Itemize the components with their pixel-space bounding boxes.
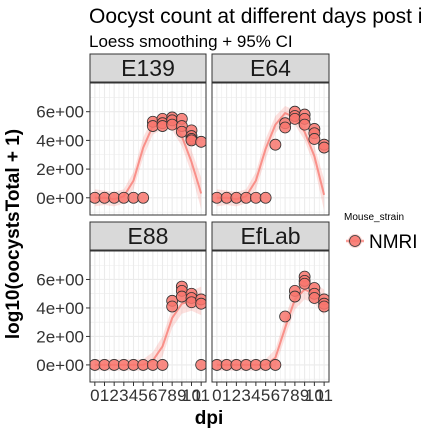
data-point <box>196 359 207 370</box>
x-tick-label: 0 <box>212 386 221 405</box>
legend: Mouse_strain NMRI <box>344 212 418 253</box>
y-tick-label: 6e+00 <box>36 270 84 289</box>
data-point <box>138 192 149 203</box>
facet-panels: E139 E64 E88 EfLab <box>89 54 329 382</box>
y-tick-label: 0e+00 <box>36 189 84 208</box>
facet-strip-label: EfLab <box>240 223 300 249</box>
y-tick-label: 6e+00 <box>36 103 84 122</box>
data-point <box>299 119 310 130</box>
y-axis-label: log10(oocystsTotal + 1) <box>3 129 24 339</box>
x-tick-label: 3 <box>241 386 250 405</box>
chart-subtitle: Loess smoothing + 95% CI <box>89 32 293 51</box>
y-tick-label: 2e+00 <box>36 160 84 179</box>
data-point <box>186 297 197 308</box>
data-point <box>196 136 207 147</box>
x-tick-label: 7 <box>158 386 167 405</box>
data-point <box>299 278 310 289</box>
y-axis: 0e+00 2e+00 4e+00 6e+00 0e+00 2e+00 4e+00 6e+00 <box>36 103 90 375</box>
data-point <box>289 291 300 302</box>
data-point <box>319 142 330 153</box>
data-point <box>157 359 168 370</box>
x-tick-label: 0 <box>90 386 99 405</box>
x-tick-label: 1 <box>222 386 231 405</box>
y-tick-label: 4e+00 <box>36 131 84 150</box>
x-tick-label: 6 <box>148 386 157 405</box>
facet-panel-eflab: EfLab <box>211 222 329 382</box>
x-tick-label: 2 <box>109 386 118 405</box>
facet-panel-e139: E139 <box>89 54 206 215</box>
data-point <box>167 301 178 312</box>
legend-key-point <box>350 236 361 247</box>
y-tick-label: 4e+00 <box>36 299 84 318</box>
data-point <box>176 291 187 302</box>
x-tick-label: 2 <box>232 386 241 405</box>
data-point <box>157 121 168 132</box>
data-point <box>260 192 271 203</box>
data-point <box>309 292 320 303</box>
chart-title: Oocyst count at different days post i <box>89 5 422 28</box>
facet-strip-label: E88 <box>128 223 169 249</box>
facet-panel-e88: E88 <box>89 222 206 382</box>
x-tick-label: 11 <box>315 386 333 405</box>
x-tick-label: 4 <box>129 386 138 405</box>
data-point <box>186 135 197 146</box>
data-point <box>196 298 207 309</box>
x-tick-label: 11 <box>192 386 210 405</box>
x-tick-label: 3 <box>119 386 128 405</box>
x-tick-label: 6 <box>271 386 280 405</box>
data-point <box>280 122 291 133</box>
data-point <box>280 311 291 322</box>
legend-label: NMRI <box>369 232 418 253</box>
x-tick-label: 5 <box>261 386 270 405</box>
x-tick-label: 4 <box>251 386 260 405</box>
data-point <box>270 139 281 150</box>
legend-entries: NMRI <box>346 232 418 253</box>
y-tick-label: 2e+00 <box>36 327 84 346</box>
data-point <box>309 133 320 144</box>
legend-title: Mouse_strain <box>344 212 404 223</box>
facet-strip-label: E64 <box>250 55 291 81</box>
x-tick-label: 1 <box>100 386 109 405</box>
data-point <box>167 119 178 130</box>
x-tick-label: 5 <box>138 386 147 405</box>
data-point <box>319 301 330 312</box>
x-tick-label: 7 <box>280 386 289 405</box>
x-tick-label: 8 <box>167 386 176 405</box>
facet-panel-e64: E64 <box>211 54 329 215</box>
x-tick-label: 8 <box>290 386 299 405</box>
data-point <box>270 359 281 370</box>
y-tick-label: 0e+00 <box>36 356 84 375</box>
facet-strip-label: E139 <box>121 55 175 81</box>
x-axis-label: dpi <box>195 408 224 429</box>
